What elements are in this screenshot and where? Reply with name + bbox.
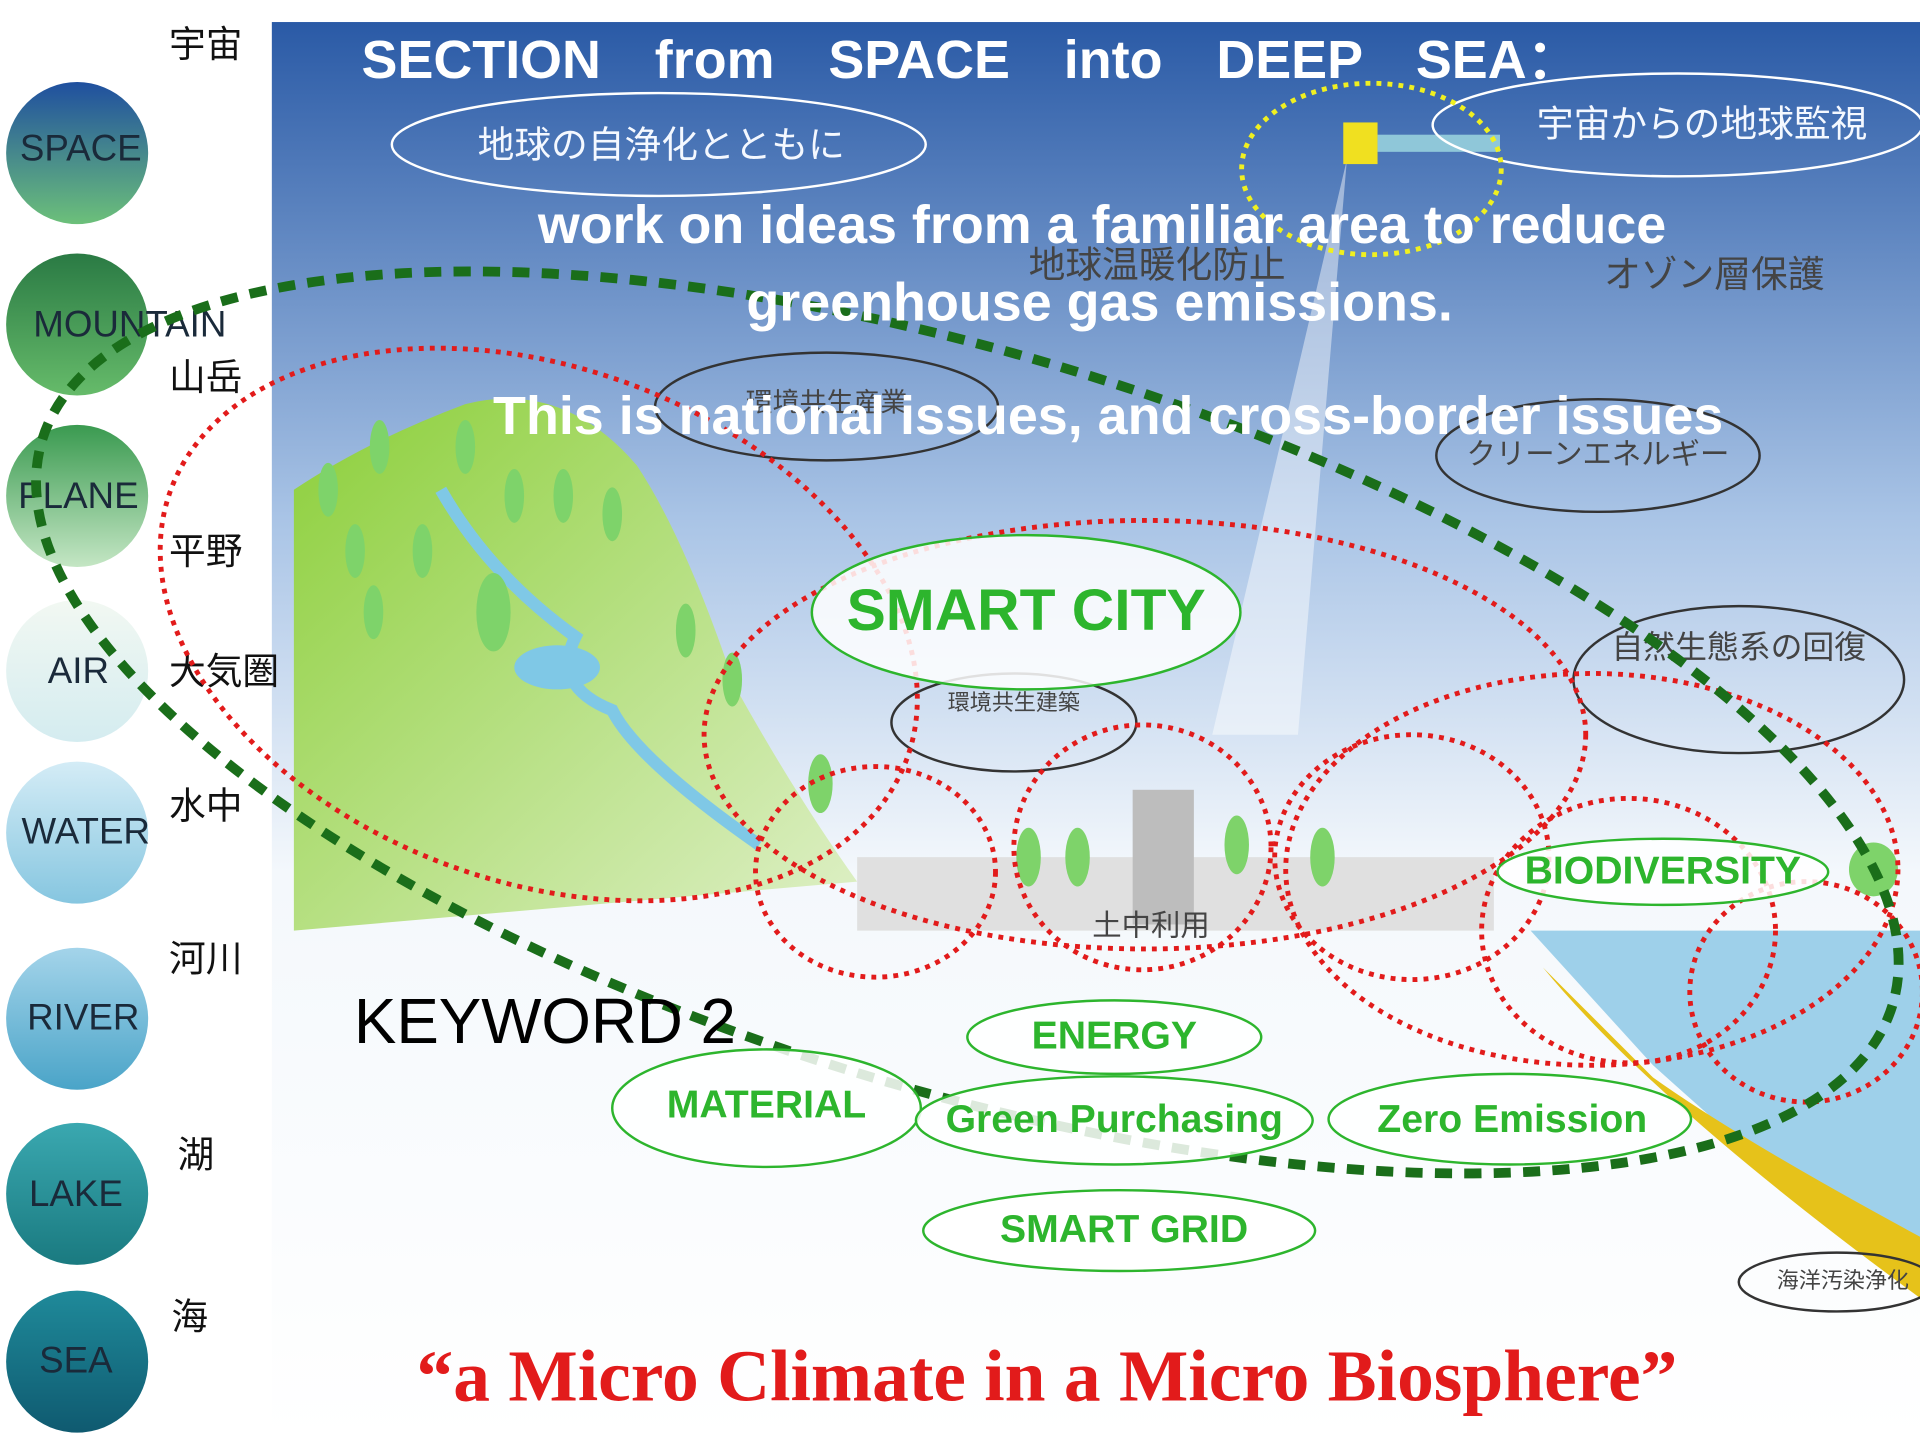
- keyword: SMART GRID: [1000, 1208, 1248, 1251]
- zone-jp-label: 宇宙: [169, 23, 242, 66]
- diagram-label: 海洋汚染浄化: [1777, 1269, 1909, 1294]
- tagline: “a Micro Climate in a Micro Biosphere”: [417, 1336, 1678, 1417]
- diagram-label: 土中利用: [1092, 908, 1210, 942]
- title-line: This is national issues, and cross-borde…: [493, 386, 1723, 446]
- title-line: work on ideas from a familiar area to re…: [537, 195, 1666, 255]
- slide: SPACE MOUNTAIN PLANE AIR WATER RIVER LAK…: [0, 0, 1920, 1440]
- zone-jp-label: 河川: [169, 938, 242, 981]
- title-line: SECTION from SPACE into DEEP SEA：: [362, 30, 1581, 90]
- zone-jp-label: 山岳: [169, 356, 242, 399]
- zone-label: SPACE: [20, 127, 142, 168]
- keyword: SMART CITY: [847, 578, 1206, 643]
- keyword: BIODIVERSITY: [1525, 849, 1801, 892]
- zone-label: AIR: [48, 650, 109, 691]
- diagram-label: 環境共生建築: [948, 691, 1080, 716]
- keyword: ENERGY: [1032, 1015, 1197, 1058]
- title-line: greenhouse gas emissions.: [746, 272, 1452, 332]
- keyword: Green Purchasing: [946, 1098, 1283, 1141]
- zone-label: SEA: [39, 1340, 113, 1381]
- zone-label: WATER: [21, 811, 150, 852]
- diagram-label: 地球の自浄化とともに: [478, 123, 845, 166]
- diagram-label: オゾン層保護: [1604, 253, 1824, 296]
- diagram-label: 宇宙からの地球監視: [1537, 103, 1867, 146]
- keyword-heading: KEYWORD 2: [354, 986, 736, 1057]
- satellite: [1343, 122, 1377, 164]
- zone-jp-label: 水中: [169, 785, 242, 828]
- zone-jp-label: 海: [171, 1295, 208, 1338]
- keyword: Zero Emission: [1377, 1098, 1647, 1141]
- zone-label: RIVER: [27, 997, 139, 1038]
- zone-label: LAKE: [29, 1173, 123, 1214]
- zone-jp-label: 湖: [178, 1134, 215, 1177]
- lake: [514, 645, 600, 689]
- zone-column: SPACE MOUNTAIN PLANE AIR WATER RIVER LAK…: [6, 23, 279, 1433]
- keyword: MATERIAL: [667, 1083, 866, 1126]
- building: [1133, 790, 1194, 925]
- zone-jp-label: 平野: [169, 530, 242, 573]
- zone-jp-label: 大気圏: [169, 650, 279, 693]
